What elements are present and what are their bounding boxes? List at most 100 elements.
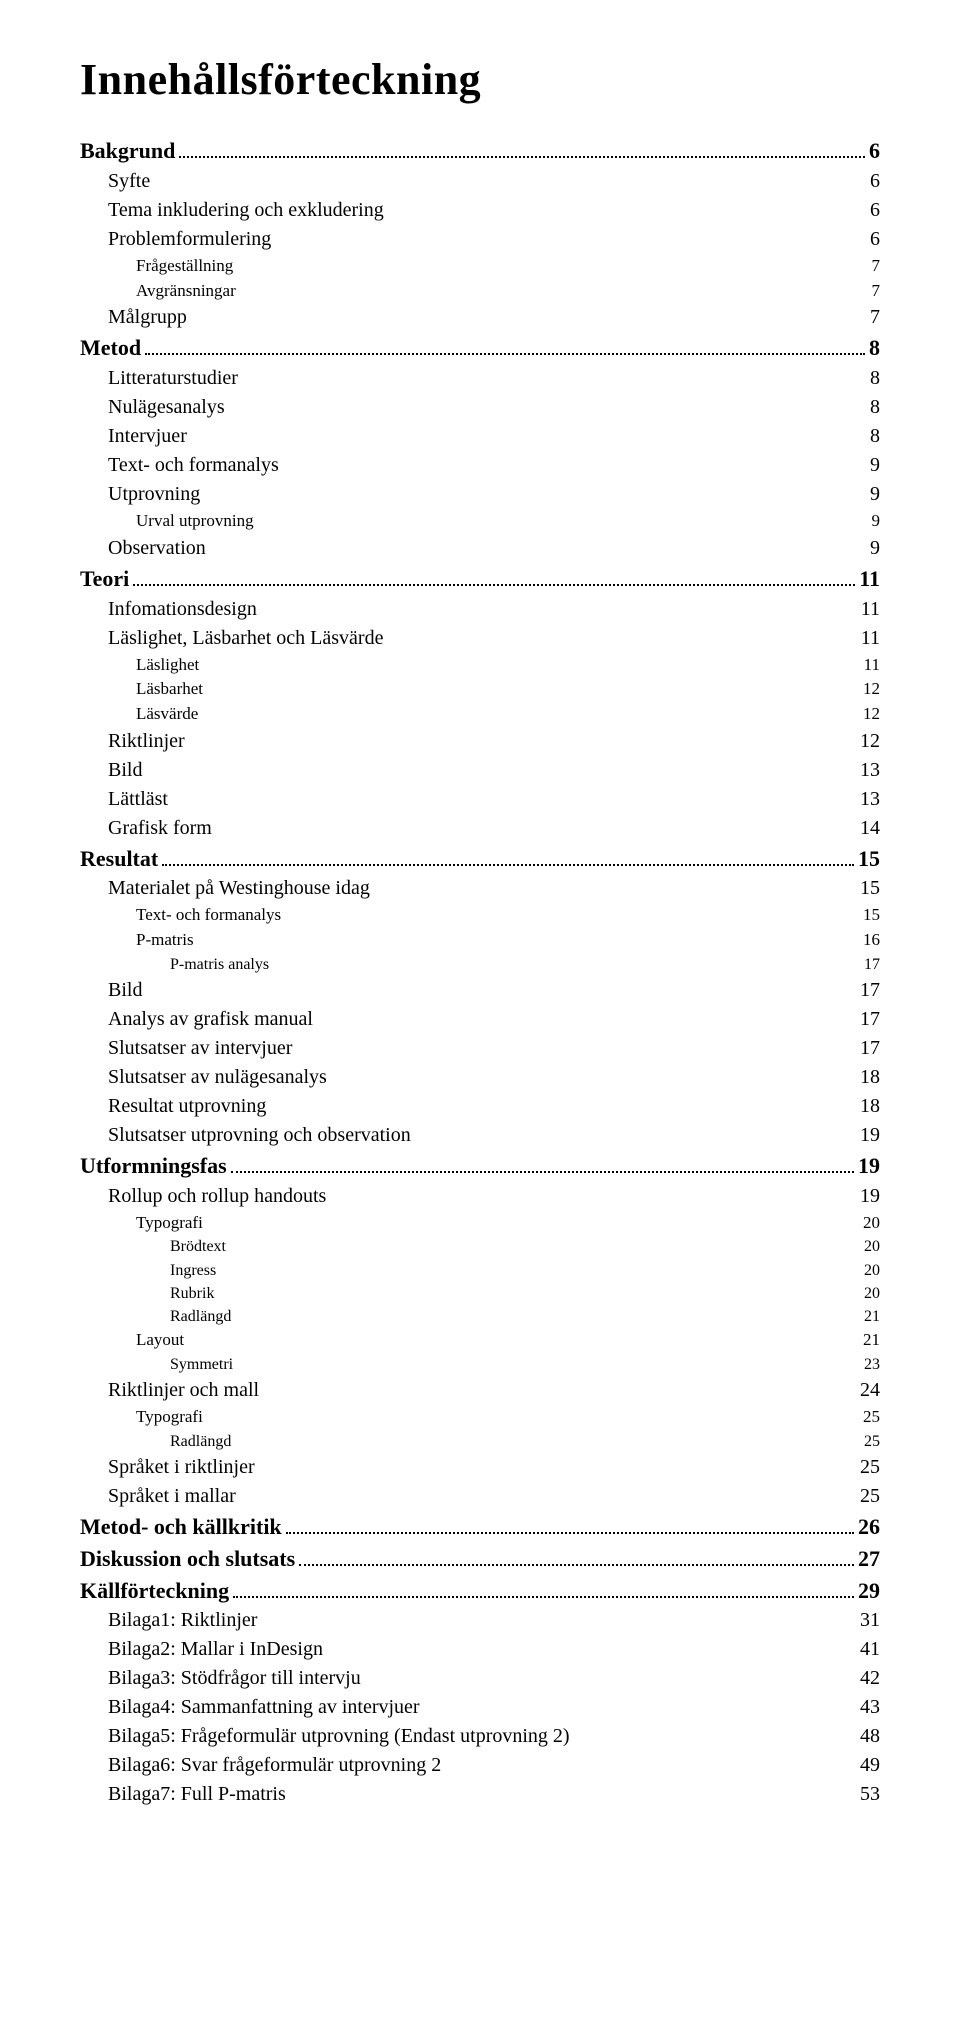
toc-row: Språket i riktlinjer25 xyxy=(80,1453,880,1482)
toc-leader-dots xyxy=(133,568,855,586)
toc-row: Bilaga2: Mallar i InDesign41 xyxy=(80,1635,880,1664)
toc-page-number: 7 xyxy=(872,279,881,304)
toc-page-number: 6 xyxy=(870,196,880,225)
toc-row: Urval utprovning9 xyxy=(80,509,880,534)
toc-row: P-matris16 xyxy=(80,928,880,953)
toc-page-number: 18 xyxy=(860,1092,880,1121)
toc-page-number: 17 xyxy=(860,1034,880,1063)
toc-row: Läslighet11 xyxy=(80,653,880,678)
toc-label: Läslighet, Läsbarhet och Läsvärde xyxy=(108,624,383,653)
toc-label: Diskussion och slutsats xyxy=(80,1543,295,1575)
toc-row: Teori 11 xyxy=(80,563,880,595)
toc-row: Läsbarhet 12 xyxy=(80,677,880,702)
toc-label: Rollup och rollup handouts xyxy=(108,1182,326,1211)
toc-row: Typografi20 xyxy=(80,1211,880,1236)
toc-page-number: 12 xyxy=(863,677,880,702)
toc-label: Ingress xyxy=(170,1259,216,1282)
toc-page-number: 25 xyxy=(864,1430,880,1453)
toc-label: Bilaga7: Full P-matris xyxy=(108,1780,286,1809)
toc-label: Bild xyxy=(108,756,142,785)
toc-page-number: 12 xyxy=(860,727,880,756)
toc-row: Materialet på Westinghouse idag15 xyxy=(80,874,880,903)
toc-label: Brödtext xyxy=(170,1235,226,1258)
toc-page-number: 8 xyxy=(870,364,880,393)
toc-page-number: 8 xyxy=(869,332,880,364)
toc-row: Grafisk form14 xyxy=(80,814,880,843)
toc-label: P-matris xyxy=(136,928,194,953)
toc-page-number: 25 xyxy=(860,1453,880,1482)
toc-page-number: 15 xyxy=(863,903,880,928)
toc-row: Bilaga1: Riktlinjer 31 xyxy=(80,1606,880,1635)
toc-row: Slutsatser utprovning och observation19 xyxy=(80,1121,880,1150)
toc-page-number: 20 xyxy=(863,1211,880,1236)
toc-label: Urval utprovning xyxy=(136,509,254,534)
toc-page-number: 13 xyxy=(860,756,880,785)
toc-row: Analys av grafisk manual 17 xyxy=(80,1005,880,1034)
toc-label: Teori xyxy=(80,563,129,595)
toc-label: Symmetri xyxy=(170,1353,233,1376)
toc-row: Rubrik 20 xyxy=(80,1282,880,1305)
toc-row: Bilaga6: Svar frågeformulär utprovning 2… xyxy=(80,1751,880,1780)
toc-page-number: 17 xyxy=(864,953,880,976)
toc-page-number: 20 xyxy=(864,1282,880,1305)
toc-label: Läsbarhet xyxy=(136,677,203,702)
toc-row: Bilaga5: Frågeformulär utprovning (Endas… xyxy=(80,1722,880,1751)
toc-page-number: 17 xyxy=(860,1005,880,1034)
toc-label: Slutsatser av intervjuer xyxy=(108,1034,292,1063)
toc-label: Avgränsningar xyxy=(136,279,236,304)
toc-row: Radlängd 25 xyxy=(80,1430,880,1453)
toc-label: Analys av grafisk manual xyxy=(108,1005,313,1034)
toc-row: Syfte6 xyxy=(80,167,880,196)
toc-page-number: 11 xyxy=(864,653,880,678)
toc-page-number: 12 xyxy=(863,702,880,727)
toc-label: Bilaga5: Frågeformulär utprovning (Endas… xyxy=(108,1722,570,1751)
toc-row: Metod- och källkritik26 xyxy=(80,1511,880,1543)
toc-row: Text- och formanalys15 xyxy=(80,903,880,928)
toc-page-number: 9 xyxy=(870,451,880,480)
toc-page-number: 26 xyxy=(858,1511,880,1543)
toc-label: Rubrik xyxy=(170,1282,214,1305)
toc-row: Intervjuer8 xyxy=(80,422,880,451)
toc-row: Rollup och rollup handouts 19 xyxy=(80,1182,880,1211)
toc-label: Språket i mallar xyxy=(108,1482,236,1511)
toc-row: Slutsatser av nulägesanalys18 xyxy=(80,1063,880,1092)
toc-row: Bilaga4: Sammanfattning av intervjuer43 xyxy=(80,1693,880,1722)
toc-page-number: 31 xyxy=(860,1606,880,1635)
toc-row: Resultat utprovning 18 xyxy=(80,1092,880,1121)
toc-leader-dots xyxy=(231,1155,854,1173)
toc-label: Metod xyxy=(80,332,141,364)
toc-row: Bilaga3: Stödfrågor till intervju42 xyxy=(80,1664,880,1693)
toc-row: Källförteckning29 xyxy=(80,1575,880,1607)
toc-leader-dots xyxy=(286,1516,854,1534)
toc-row: Text- och formanalys9 xyxy=(80,451,880,480)
toc-label: P-matris analys xyxy=(170,953,269,976)
toc-row: Lättläst13 xyxy=(80,785,880,814)
toc-page: Innehållsförteckning Bakgrund6Syfte6Tema… xyxy=(0,0,960,1869)
toc-label: Slutsatser utprovning och observation xyxy=(108,1121,411,1150)
toc-label: Bilaga1: Riktlinjer xyxy=(108,1606,257,1635)
toc-row: Typografi25 xyxy=(80,1405,880,1430)
toc-label: Observation xyxy=(108,534,206,563)
toc-label: Radlängd xyxy=(170,1430,231,1453)
toc-label: Bilaga6: Svar frågeformulär utprovning 2 xyxy=(108,1751,441,1780)
toc-label: Resultat xyxy=(80,843,158,875)
toc-row: Bakgrund6 xyxy=(80,135,880,167)
toc-row: Målgrupp7 xyxy=(80,303,880,332)
toc-page-number: 48 xyxy=(860,1722,880,1751)
toc-page-number: 29 xyxy=(858,1575,880,1607)
toc-page-number: 8 xyxy=(870,393,880,422)
toc-label: Intervjuer xyxy=(108,422,187,451)
toc-page-number: 11 xyxy=(859,563,880,595)
toc-row: Resultat15 xyxy=(80,843,880,875)
toc-label: Grafisk form xyxy=(108,814,212,843)
toc-row: Riktlinjer12 xyxy=(80,727,880,756)
toc-page-number: 19 xyxy=(860,1182,880,1211)
toc-label: Utformningsfas xyxy=(80,1150,227,1182)
toc-row: Litteraturstudier8 xyxy=(80,364,880,393)
toc-page-number: 41 xyxy=(860,1635,880,1664)
toc-page-number: 25 xyxy=(863,1405,880,1430)
toc-leader-dots xyxy=(233,1580,854,1598)
toc-row: P-matris analys 17 xyxy=(80,953,880,976)
toc-label: Resultat utprovning xyxy=(108,1092,266,1121)
toc-row: Läslighet, Läsbarhet och Läsvärde11 xyxy=(80,624,880,653)
